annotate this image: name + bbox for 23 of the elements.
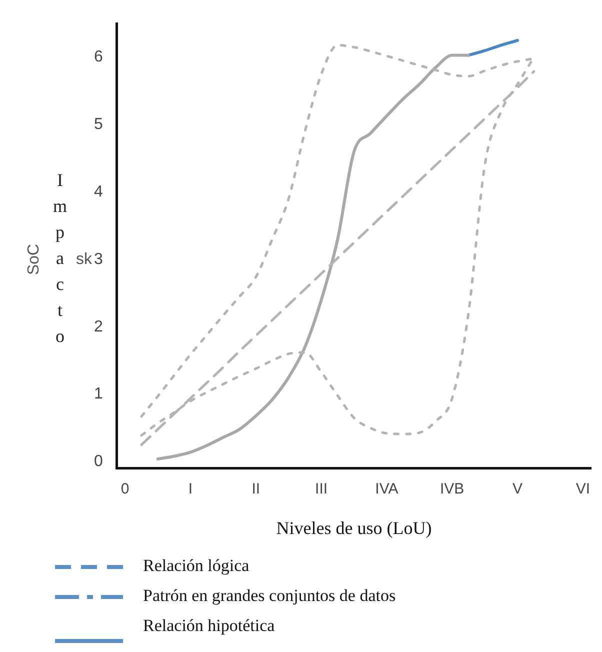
x-tick-label: IVA [375, 480, 398, 498]
text: Patrón en grandes conjuntos de datos [143, 586, 396, 605]
y-tick-label: 4 [94, 183, 103, 200]
x-tick-label: III [315, 480, 328, 498]
y-axis-title: Impacto [52, 170, 68, 346]
x-tick-label: 0 [120, 480, 130, 498]
y-tick-label: 3 [94, 250, 103, 268]
y-tick-label: 6 [94, 48, 103, 66]
line-series [466, 38, 520, 57]
x-tick-label: VI [576, 480, 590, 498]
text: sk [76, 250, 93, 268]
x-tick-label: IVB [440, 480, 464, 498]
y-tick-label: 5 [94, 116, 103, 134]
y-tick-label: 0 [94, 453, 103, 470]
y-tick-label: 2 [94, 318, 103, 336]
x-tick-label: V [512, 480, 523, 498]
x-tick-label: II [252, 480, 260, 498]
x-axis-title: Niveles de uso (LoU) [276, 518, 432, 538]
text: Relación hipotética [143, 616, 275, 635]
text: Relación lógica [143, 556, 250, 575]
x-tick-label: I [188, 480, 193, 498]
y-tick-label: 1 [94, 386, 103, 403]
text: SoC [25, 244, 42, 276]
